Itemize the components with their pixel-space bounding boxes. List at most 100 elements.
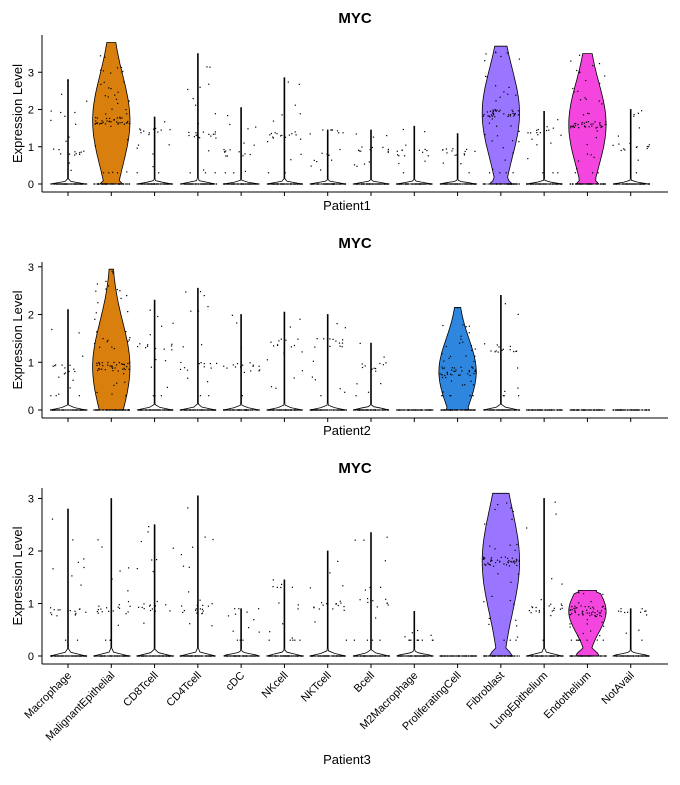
violin-Bcell bbox=[353, 532, 389, 657]
violin-CD4Tcell bbox=[180, 53, 216, 185]
violin-NKTcell bbox=[309, 314, 346, 411]
panel-title: MYC bbox=[338, 460, 372, 477]
y-tick-label: 3 bbox=[28, 262, 34, 274]
points-Macrophage bbox=[49, 328, 88, 411]
violin-NKcell bbox=[266, 311, 303, 411]
violin-LungEpithelium bbox=[526, 111, 562, 185]
violin-NotAvail bbox=[612, 109, 649, 185]
points-cDC bbox=[223, 314, 261, 411]
violin-Endothelium bbox=[568, 53, 607, 185]
y-tick-label: 1 bbox=[28, 599, 34, 611]
violin-NKTcell bbox=[309, 550, 346, 657]
violin-CD8Tcell bbox=[136, 299, 173, 411]
panel-title: MYC bbox=[338, 235, 372, 252]
points-Endothelium bbox=[569, 409, 605, 411]
panel-title: MYC bbox=[338, 10, 372, 27]
points-MalignantEpithelial bbox=[93, 270, 131, 411]
points-Macrophage bbox=[50, 518, 88, 657]
x-tick-label: cDC bbox=[224, 670, 248, 694]
points-NKTcell bbox=[309, 560, 347, 657]
points-cDC bbox=[224, 608, 260, 657]
violin-CD8Tcell bbox=[136, 116, 173, 185]
points-Bcell bbox=[352, 133, 390, 185]
y-tick-label: 2 bbox=[28, 310, 34, 322]
points-Macrophage bbox=[50, 79, 88, 185]
points-MalignantEpithelial bbox=[93, 539, 131, 657]
violin-MalignantEpithelial bbox=[93, 498, 130, 657]
points-CD8Tcell bbox=[136, 526, 174, 657]
violin-Fibroblast bbox=[481, 492, 520, 657]
x-tick-label: NKTcell bbox=[299, 670, 334, 705]
violin-Macrophage bbox=[50, 79, 86, 185]
points-ProliferatingCell bbox=[439, 655, 477, 657]
violin-MalignantEpithelial bbox=[92, 268, 131, 411]
y-tick-label: 2 bbox=[28, 105, 34, 117]
x-axis-label: Patient2 bbox=[323, 423, 371, 438]
x-tick-label: CD8Tcell bbox=[121, 670, 161, 710]
x-tick-label: Endothelium bbox=[542, 670, 594, 722]
y-tick-label: 1 bbox=[28, 142, 34, 154]
violin-MalignantEpithelial bbox=[92, 42, 131, 185]
y-axis-label: Expression Level bbox=[10, 290, 25, 389]
points-ProliferatingCell bbox=[439, 148, 477, 185]
points-LungEpithelium bbox=[526, 409, 563, 411]
violin-Fibroblast bbox=[483, 295, 519, 411]
x-tick-label: Bcell bbox=[352, 670, 377, 695]
y-tick-label: 3 bbox=[28, 494, 34, 506]
violin-ProliferatingCell bbox=[438, 307, 477, 411]
violin-cDC bbox=[223, 314, 259, 411]
points-NKcell bbox=[266, 579, 304, 657]
points-MalignantEpithelial bbox=[93, 55, 131, 185]
x-tick-label: CD4Tcell bbox=[164, 670, 204, 710]
x-tick-label: NotAvail bbox=[600, 670, 637, 707]
violin-Fibroblast bbox=[481, 45, 520, 185]
points-CD4Tcell bbox=[180, 66, 218, 185]
y-axis-label: Expression Level bbox=[10, 526, 25, 625]
violin-Bcell bbox=[353, 342, 389, 411]
violin-M2Macrophage bbox=[396, 611, 433, 657]
points-Bcell bbox=[353, 342, 390, 411]
points-NKcell bbox=[267, 81, 303, 185]
points-CD4Tcell bbox=[179, 507, 216, 657]
x-tick-label: Fibroblast bbox=[464, 670, 507, 713]
points-Endothelium bbox=[569, 592, 607, 657]
points-Fibroblast bbox=[482, 51, 520, 185]
points-NotAvail bbox=[612, 110, 650, 185]
violin-CD8Tcell bbox=[136, 524, 173, 657]
violin-NKcell bbox=[266, 77, 303, 185]
violin-CD4Tcell bbox=[180, 495, 216, 657]
violin-NotAvail bbox=[612, 608, 649, 657]
points-CD8Tcell bbox=[137, 309, 174, 411]
violin-Macrophage bbox=[50, 508, 86, 657]
y-axis-label: Expression Level bbox=[10, 64, 25, 163]
violin-panel-1: MYC Expression Level 0 1 2 3 Patient1 bbox=[10, 10, 668, 213]
points-CD4Tcell bbox=[179, 291, 218, 411]
x-tick-label: NKcell bbox=[260, 670, 291, 701]
y-tick-label: 3 bbox=[28, 67, 34, 79]
points-M2Macrophage bbox=[396, 128, 433, 185]
points-NKcell bbox=[266, 317, 303, 411]
x-axis-label: Patient1 bbox=[323, 198, 371, 213]
violin-panel-2: MYC Expression Level 0 1 2 3 Patient2 bbox=[10, 235, 668, 438]
points-Fibroblast bbox=[483, 303, 521, 411]
y-tick-label: 0 bbox=[28, 651, 34, 663]
violin-Macrophage bbox=[50, 309, 86, 411]
points-NotAvail bbox=[612, 409, 650, 411]
x-axis-label: Patient3 bbox=[323, 752, 371, 767]
points-LungEpithelium bbox=[526, 119, 563, 185]
y-tick-label: 0 bbox=[28, 179, 34, 191]
points-M2Macrophage bbox=[396, 409, 434, 411]
points-Fibroblast bbox=[482, 502, 520, 657]
violin-NKTcell bbox=[309, 129, 346, 185]
y-tick-label: 2 bbox=[28, 546, 34, 558]
points-NKTcell bbox=[309, 129, 347, 185]
points-Endothelium bbox=[569, 54, 607, 185]
points-ProliferatingCell bbox=[439, 307, 477, 411]
violin-ProliferatingCell bbox=[439, 133, 476, 185]
violin-cDC bbox=[223, 107, 259, 185]
points-M2Macrophage bbox=[397, 629, 434, 657]
violin-LungEpithelium bbox=[526, 498, 562, 657]
